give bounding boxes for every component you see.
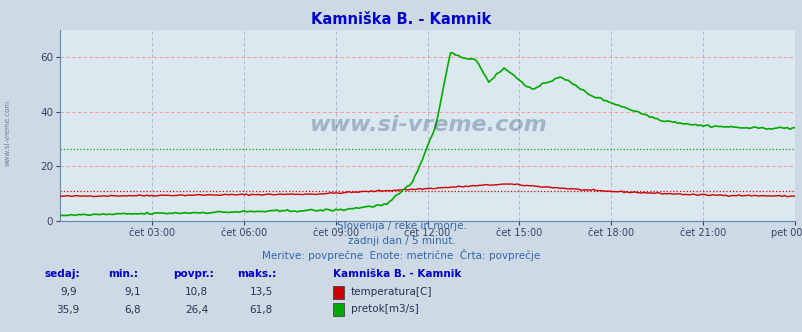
Text: 35,9: 35,9 [57,305,79,315]
Text: min.:: min.: [108,269,138,279]
Text: temperatura[C]: temperatura[C] [350,287,431,297]
Text: 10,8: 10,8 [185,288,208,297]
Text: Kamniška B. - Kamnik: Kamniška B. - Kamnik [311,12,491,27]
Text: Meritve: povprečne  Enote: metrične  Črta: povprečje: Meritve: povprečne Enote: metrične Črta:… [262,249,540,261]
Text: 26,4: 26,4 [185,305,208,315]
Text: sedaj:: sedaj: [44,269,79,279]
Text: maks.:: maks.: [237,269,276,279]
Text: 6,8: 6,8 [124,305,140,315]
Text: 9,9: 9,9 [60,288,76,297]
Text: www.si-vreme.com: www.si-vreme.com [308,115,546,135]
Text: Kamniška B. - Kamnik: Kamniška B. - Kamnik [333,269,461,279]
Text: 13,5: 13,5 [249,288,272,297]
Text: Slovenija / reke in morje.: Slovenija / reke in morje. [336,221,466,231]
Text: povpr.:: povpr.: [172,269,213,279]
Text: 61,8: 61,8 [249,305,272,315]
Text: www.si-vreme.com: www.si-vreme.com [5,100,10,166]
Text: pretok[m3/s]: pretok[m3/s] [350,304,418,314]
Text: zadnji dan / 5 minut.: zadnji dan / 5 minut. [347,236,455,246]
Text: 9,1: 9,1 [124,288,140,297]
